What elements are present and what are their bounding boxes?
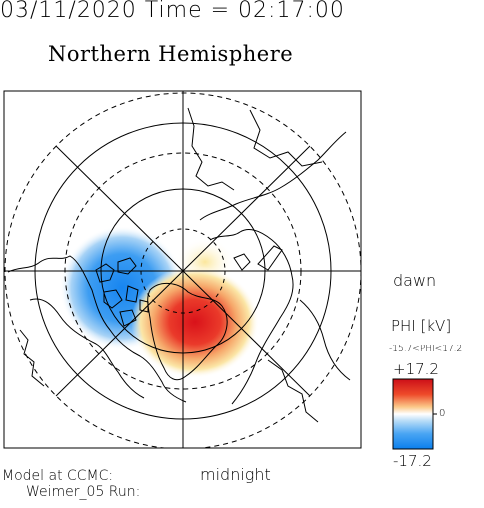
run-label: Weimer_05 Run: — [26, 484, 141, 500]
colorbar — [392, 378, 434, 450]
colorbar-range: -15.7<PHI<17.2 — [389, 345, 463, 354]
header-datetime: 03/11/2020 Time = 02:17:00 — [0, 0, 345, 23]
coastlines — [7, 107, 351, 423]
midnight-label: midnight — [200, 465, 271, 484]
model-label: Model at CCMC: — [2, 468, 114, 484]
colorbar-min-label: -17.2 — [393, 452, 432, 470]
page-title: Northern Hemisphere — [48, 42, 294, 66]
positive-potential-cell — [131, 266, 259, 378]
meridian-lines — [4, 91, 361, 448]
dawn-label: dawn — [393, 271, 437, 290]
colorbar-title: PHI [kV] — [391, 317, 452, 335]
colorbar-zero-label: 0 — [439, 408, 446, 419]
colorbar-max-label: +17.2 — [393, 360, 439, 378]
